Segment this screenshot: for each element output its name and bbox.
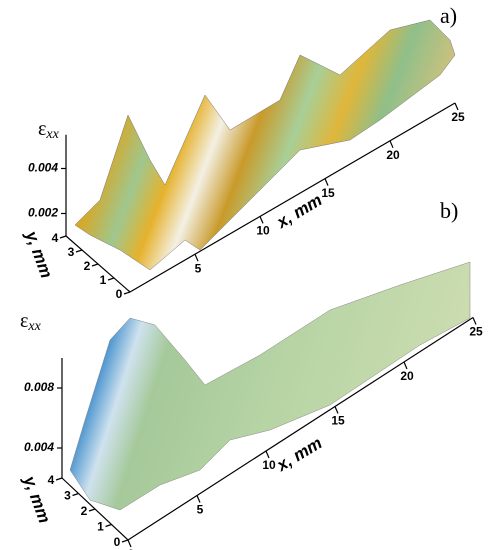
y-tick [107,277,115,281]
x-tick [454,102,459,111]
x-tick [259,216,264,224]
y-tick-label: 3 [68,245,75,259]
panel-label: b) [440,198,458,223]
y-tick [75,249,83,253]
x-tick [389,140,394,149]
z-label-symbol: ε [20,310,28,332]
z-label-symbol: ε [38,118,46,140]
y-tick-label: 0 [114,535,121,549]
z-tick-label: 0.008 [24,380,54,394]
x-tick [324,178,329,186]
y-tick-label: 3 [64,489,71,503]
y-tick-label: 2 [81,504,88,518]
y-tick [72,492,79,497]
x-tick [127,539,132,548]
x-tick [403,361,408,370]
x-tick-label: 20 [400,369,414,383]
z-tick-label: 0.004 [28,161,58,175]
x-tick-label: 15 [331,414,345,428]
z-axis-label: εxx [38,118,60,143]
y-tick-label: 0 [116,287,123,301]
x-tick [265,450,270,459]
y-tick-label: 1 [100,273,107,287]
x-axis [127,316,474,541]
x-tick [194,253,199,262]
surface-a [74,19,456,271]
x-tick-label: 5 [195,261,202,275]
x-tick [196,495,201,503]
x-axis-label: x, mm [273,190,326,232]
y-tick [121,539,129,543]
x-tick-label: 25 [451,110,465,124]
y-tick-label: 4 [52,231,59,245]
y-tick [55,477,63,481]
y-tick [123,291,131,295]
x-axis-label: x, mm [273,433,326,475]
x-tick-label: 10 [256,224,270,238]
x-tick-label: 5 [197,503,204,517]
surface-b [69,261,471,511]
y-tick [59,235,67,239]
x-tick [472,317,477,325]
z-tick-label: 0.004 [24,440,54,454]
y-tick-label: 1 [97,520,104,534]
z-label-subscript: xx [45,127,59,142]
z-axis-label: εxx [20,310,42,335]
x-tick [334,406,339,414]
y-tick [88,508,96,512]
x-tick-label: 20 [386,148,400,162]
y-tick [105,523,112,528]
z-label-subscript: xx [27,319,41,334]
x-tick-label: 15 [321,186,335,200]
x-tick-label: 25 [469,325,483,339]
z-tick-label: 0.002 [28,206,58,220]
y-tick-label: 2 [84,259,91,273]
panel-label: a) [440,3,457,28]
y-tick-label: 4 [48,473,55,487]
y-tick [91,263,99,267]
x-tick-label: 10 [262,458,276,472]
x-axis [129,102,456,293]
x-tick-label: 0 [128,547,135,550]
